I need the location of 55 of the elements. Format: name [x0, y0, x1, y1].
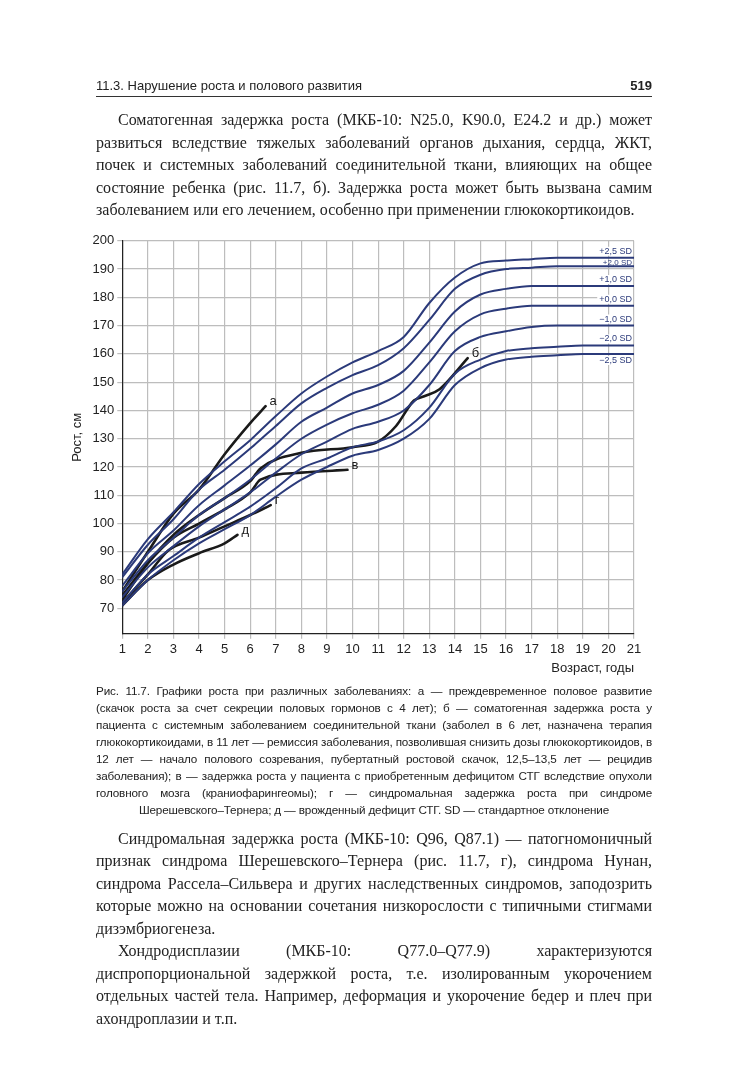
x-tick-label: 21	[626, 640, 642, 656]
series-label: д	[241, 521, 250, 537]
x-tick-label: 2	[144, 640, 152, 656]
series-label: −2,5 SD	[599, 354, 633, 365]
x-tick-label: 5	[221, 640, 229, 656]
x-tick-label: 9	[323, 640, 331, 656]
y-tick-label: 130	[92, 429, 115, 445]
y-tick-label: 150	[92, 373, 115, 389]
y-tick-label: 140	[92, 401, 115, 417]
x-tick-label: 20	[601, 640, 616, 656]
series-label: в	[351, 456, 359, 472]
x-tick-label: 13	[422, 640, 437, 656]
y-tick-label: 100	[92, 514, 115, 530]
y-tick-label: 120	[92, 458, 115, 474]
x-tick-label: 14	[447, 640, 463, 656]
text: Соматогенная задержка роста (МКБ-10: N25.0, K90.0, E24.2 и др.) может развиться вследствие тяжелых заболеваний органов дыхания, сердца, ЖКТ, почек и системных заболеваний соединительной ткани, влияющих на общее состояние ребенка (рис. 11.7, б). Задержка роста может быть вызвана самим заболеванием или его лечением, особенно при применении глюкокортикоидов.	[96, 110, 652, 221]
y-tick-label: 170	[92, 316, 115, 332]
x-tick-label: 16	[498, 640, 514, 656]
x-axis-title: Возраст, годы	[551, 659, 634, 675]
text: Хондродисплазии (МКБ-10: Q77.0–Q77.9) характеризуются диспропорциональной задержкой роста, т.е. изолированным укорочением отдельных частей тела. Например, деформация и укорочение бедер и плеч при ахондроплазии и т.п.	[96, 941, 652, 1030]
y-tick-label: 90	[99, 542, 115, 558]
x-tick-label: 4	[195, 640, 203, 656]
y-axis-title: Рост, см	[69, 412, 85, 462]
series-label: +0,0 SD	[599, 293, 633, 304]
x-tick-label: 3	[169, 640, 178, 656]
y-tick-label: 110	[93, 486, 115, 502]
x-tick-label: 11	[371, 640, 385, 656]
series-label: +2,5 SD	[599, 245, 633, 256]
x-tick-label: 8	[297, 640, 306, 656]
series-label: +2,0 SD	[602, 257, 633, 267]
y-tick-label: 180	[92, 288, 115, 304]
series-label: г	[274, 491, 280, 507]
x-tick-label: 6	[246, 640, 254, 656]
y-tick-label: 70	[99, 599, 115, 615]
text: Синдромальная задержка роста (МКБ-10: Q96, Q87.1) — патогномоничный признак синдрома Шерешевского–Тернера (рис. 11.7, г), синдрома Нунан, синдрома Рассела–Сильвера и других наследственных синдромов, заподозрить которые можно на основании сочетания низкорослости с типичными стигмами дизэмбриогенеза.	[96, 828, 652, 940]
x-tick-label: 18	[550, 640, 565, 656]
x-tick-label: 17	[524, 640, 539, 656]
text: 519	[630, 78, 652, 93]
x-tick-label: 7	[272, 640, 280, 656]
y-tick-label: 160	[92, 344, 115, 360]
series-label: б	[471, 344, 480, 360]
x-tick-label: 1	[118, 640, 126, 656]
x-tick-label: 15	[473, 640, 488, 656]
series-label: −2,0 SD	[599, 332, 633, 343]
x-tick-label: 10	[345, 640, 360, 656]
x-tick-label: 19	[575, 640, 591, 656]
y-tick-label: 80	[99, 571, 115, 587]
series-label: а	[269, 392, 278, 408]
x-tick-label: 12	[396, 640, 411, 656]
series-label: +1,0 SD	[599, 273, 633, 284]
text: 11.3. Нарушение роста и полового развития	[96, 78, 363, 93]
series-label: −1,0 SD	[599, 313, 633, 324]
y-tick-label: 190	[92, 260, 115, 276]
y-tick-label: 200	[92, 231, 115, 247]
text: Рис. 11.7. Графики роста при различных заболеваниях: а — преждевременное половое развитие (скачок роста за счет секреции половых гормонов с 4 лет); б — соматогенная задержка роста у пациента с системным заболеванием соединительной ткани (заболел в 6 лет, назначена терапия глюкокортикоидами, в 11 лет — ремиссия заболевания, позволившая снизить дозы глюкокортикоидов, в 12 лет — начало полового созревания, пубертатный ростовой скачок, 12,5–13,5 лет — рецидив заболевания); в — задержка роста у пациента с приобретенным дефицитом СТГ вследствие опухоли головного мозга (краниофарингеомы); г — синдромальная задержка роста при синдроме Шерешевского–Тернера; д — врожденный дефицит СТГ. SD — стандартное отклонение	[96, 682, 652, 818]
